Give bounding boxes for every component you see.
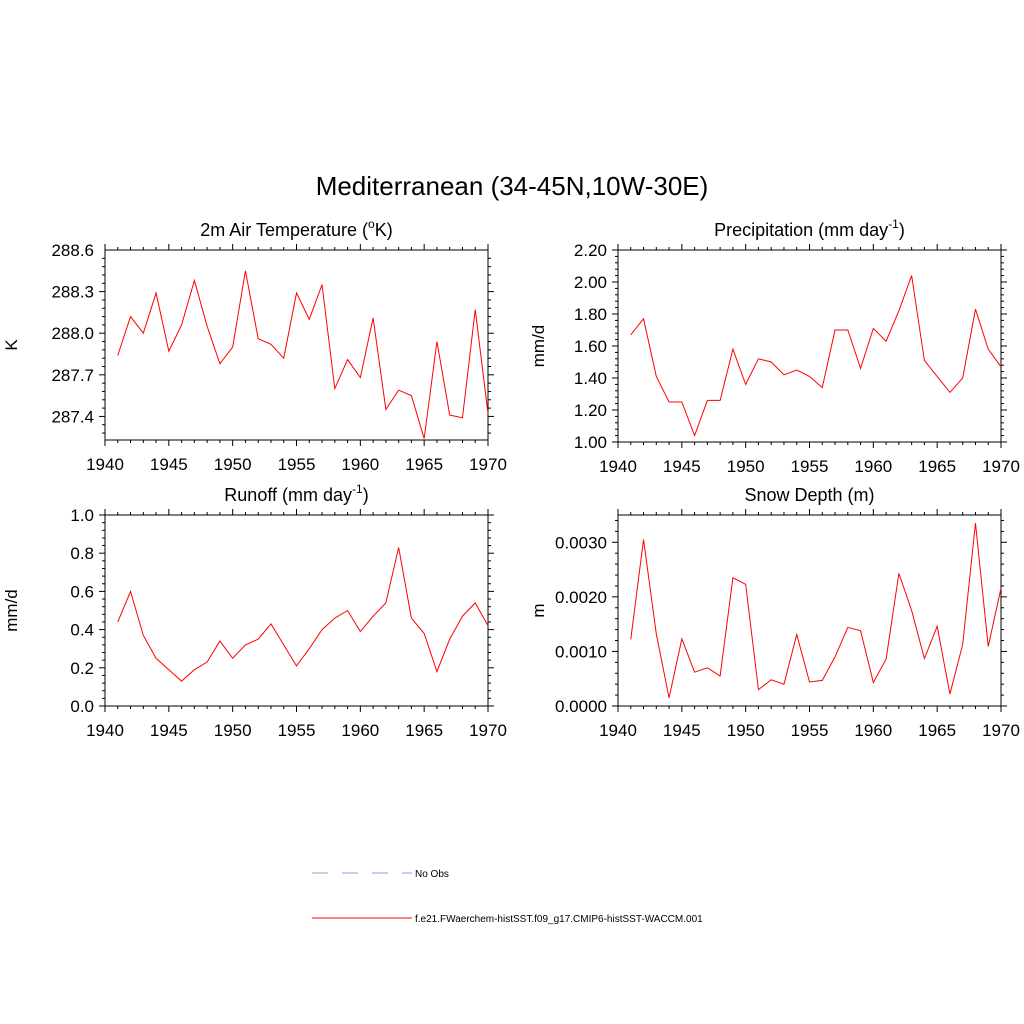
- panel-title-text: Precipitation (mm day: [714, 220, 888, 240]
- y-axis-label: mm/d: [2, 589, 21, 632]
- y-tick-label: 0.0030: [555, 533, 607, 552]
- panel-title: Snow Depth (m): [744, 485, 874, 505]
- x-tick-label: 1965: [918, 457, 956, 476]
- plot-frame: [617, 249, 1002, 443]
- y-tick-label: 0.6: [70, 582, 94, 601]
- chart-panel-1: 1940 1945 1950 1955 1960 1965 1970 287.4 287.7 28…: [2, 217, 507, 474]
- x-tick-label: 1970: [982, 721, 1020, 740]
- y-axis-label: K: [2, 339, 21, 351]
- y-tick-label: 1.20: [574, 401, 607, 420]
- y-axis-label: mm/d: [529, 325, 548, 368]
- y-tick-label: 288.6: [51, 241, 94, 260]
- series-line: [630, 275, 1002, 438]
- panel-title-superscript: o: [368, 217, 375, 231]
- x-tick-label: 1960: [341, 455, 379, 474]
- x-tick-label: 1945: [663, 721, 701, 740]
- x-tick-label: 1960: [854, 457, 892, 476]
- x-tick-label: 1965: [405, 721, 443, 740]
- panel-title-suffix: K): [375, 220, 393, 240]
- panel-title-superscript: -1: [888, 217, 899, 231]
- x-tick-label: 1970: [469, 455, 507, 474]
- y-tick-label: 287.4: [51, 407, 94, 426]
- x-tick-label: 1970: [982, 457, 1020, 476]
- series-line: [117, 270, 489, 439]
- x-tick-label: 1955: [791, 457, 829, 476]
- plot-frame: [104, 249, 489, 441]
- figure-title: Mediterranean (34-45N,10W-30E): [316, 171, 709, 201]
- x-tick-label: 1960: [854, 721, 892, 740]
- legend-label-1: No Obs: [415, 869, 449, 880]
- panel-title: 2m Air Temperature (oK): [200, 217, 392, 240]
- x-tick-label: 1945: [150, 455, 188, 474]
- y-tick-label: 1.0: [70, 506, 94, 525]
- panel-title-text: 2m Air Temperature (: [200, 220, 368, 240]
- x-tick-label: 1945: [663, 457, 701, 476]
- y-tick-label: 2.00: [574, 273, 607, 292]
- series-line: [630, 523, 1002, 698]
- y-tick-label: 1.40: [574, 369, 607, 388]
- x-tick-label: 1960: [341, 721, 379, 740]
- y-tick-label: 1.00: [574, 433, 607, 452]
- y-tick-label: 1.60: [574, 337, 607, 356]
- x-tick-label: 1955: [278, 721, 316, 740]
- x-tick-label: 1965: [918, 721, 956, 740]
- legend-label-2: f.e21.FWaerchem-histSST.f09_g17.CMIP6-hi…: [415, 914, 703, 925]
- x-tick-label: 1940: [599, 457, 637, 476]
- y-axis-label: m: [529, 603, 548, 617]
- x-tick-label: 1945: [150, 721, 188, 740]
- panel-title: Precipitation (mm day-1): [714, 217, 905, 240]
- series-line: [117, 547, 489, 682]
- x-tick-label: 1950: [214, 721, 252, 740]
- y-tick-label: 0.0: [70, 697, 94, 716]
- plot-frame: [617, 514, 1002, 707]
- x-tick-label: 1955: [278, 455, 316, 474]
- y-tick-label: 288.3: [51, 283, 94, 302]
- y-tick-label: 288.0: [51, 324, 94, 343]
- panel-title-text: Snow Depth (m): [744, 485, 874, 505]
- y-tick-label: 287.7: [51, 366, 94, 385]
- x-tick-label: 1970: [469, 721, 507, 740]
- y-tick-label: 0.0020: [555, 588, 607, 607]
- panel-title-text: Runoff (mm day: [224, 485, 352, 505]
- panel-title: Runoff (mm day-1): [224, 482, 368, 505]
- chart-panel-4: 1940 1945 1950 1955 1960 1965 1970 0.0000 0.0010…: [529, 485, 1020, 740]
- y-tick-label: 0.4: [70, 621, 94, 640]
- y-tick-label: 2.20: [574, 241, 607, 260]
- x-tick-label: 1965: [405, 455, 443, 474]
- panel-title-suffix: ): [363, 485, 369, 505]
- y-tick-label: 0.8: [70, 544, 94, 563]
- x-tick-label: 1950: [214, 455, 252, 474]
- y-tick-label: 1.80: [574, 305, 607, 324]
- x-tick-label: 1940: [599, 721, 637, 740]
- x-tick-label: 1940: [86, 455, 124, 474]
- x-tick-label: 1940: [86, 721, 124, 740]
- legend: No Obs f.e21.FWaerchem-histSST.f09_g17.CM…: [312, 869, 703, 925]
- y-tick-label: 0.2: [70, 659, 94, 678]
- y-tick-label: 0.0010: [555, 642, 607, 661]
- chart-panel-3: 1940 1945 1950 1955 1960 1965 1970 0.0 0.2 0.4 0.6…: [2, 482, 507, 740]
- panels: 1940 1945 1950 1955 1960 1965 1970 287.4 287.7 28…: [2, 217, 1020, 740]
- chart-panel-2: 1940 1945 1950 1955 1960 1965 1970 1.00 1.20 1.40…: [529, 217, 1020, 476]
- panel-title-superscript: -1: [352, 482, 363, 496]
- plot-frame: [104, 514, 489, 707]
- panel-title-suffix: ): [899, 220, 905, 240]
- x-tick-label: 1950: [727, 457, 765, 476]
- y-tick-label: 0.0000: [555, 697, 607, 716]
- x-tick-label: 1950: [727, 721, 765, 740]
- x-tick-label: 1955: [791, 721, 829, 740]
